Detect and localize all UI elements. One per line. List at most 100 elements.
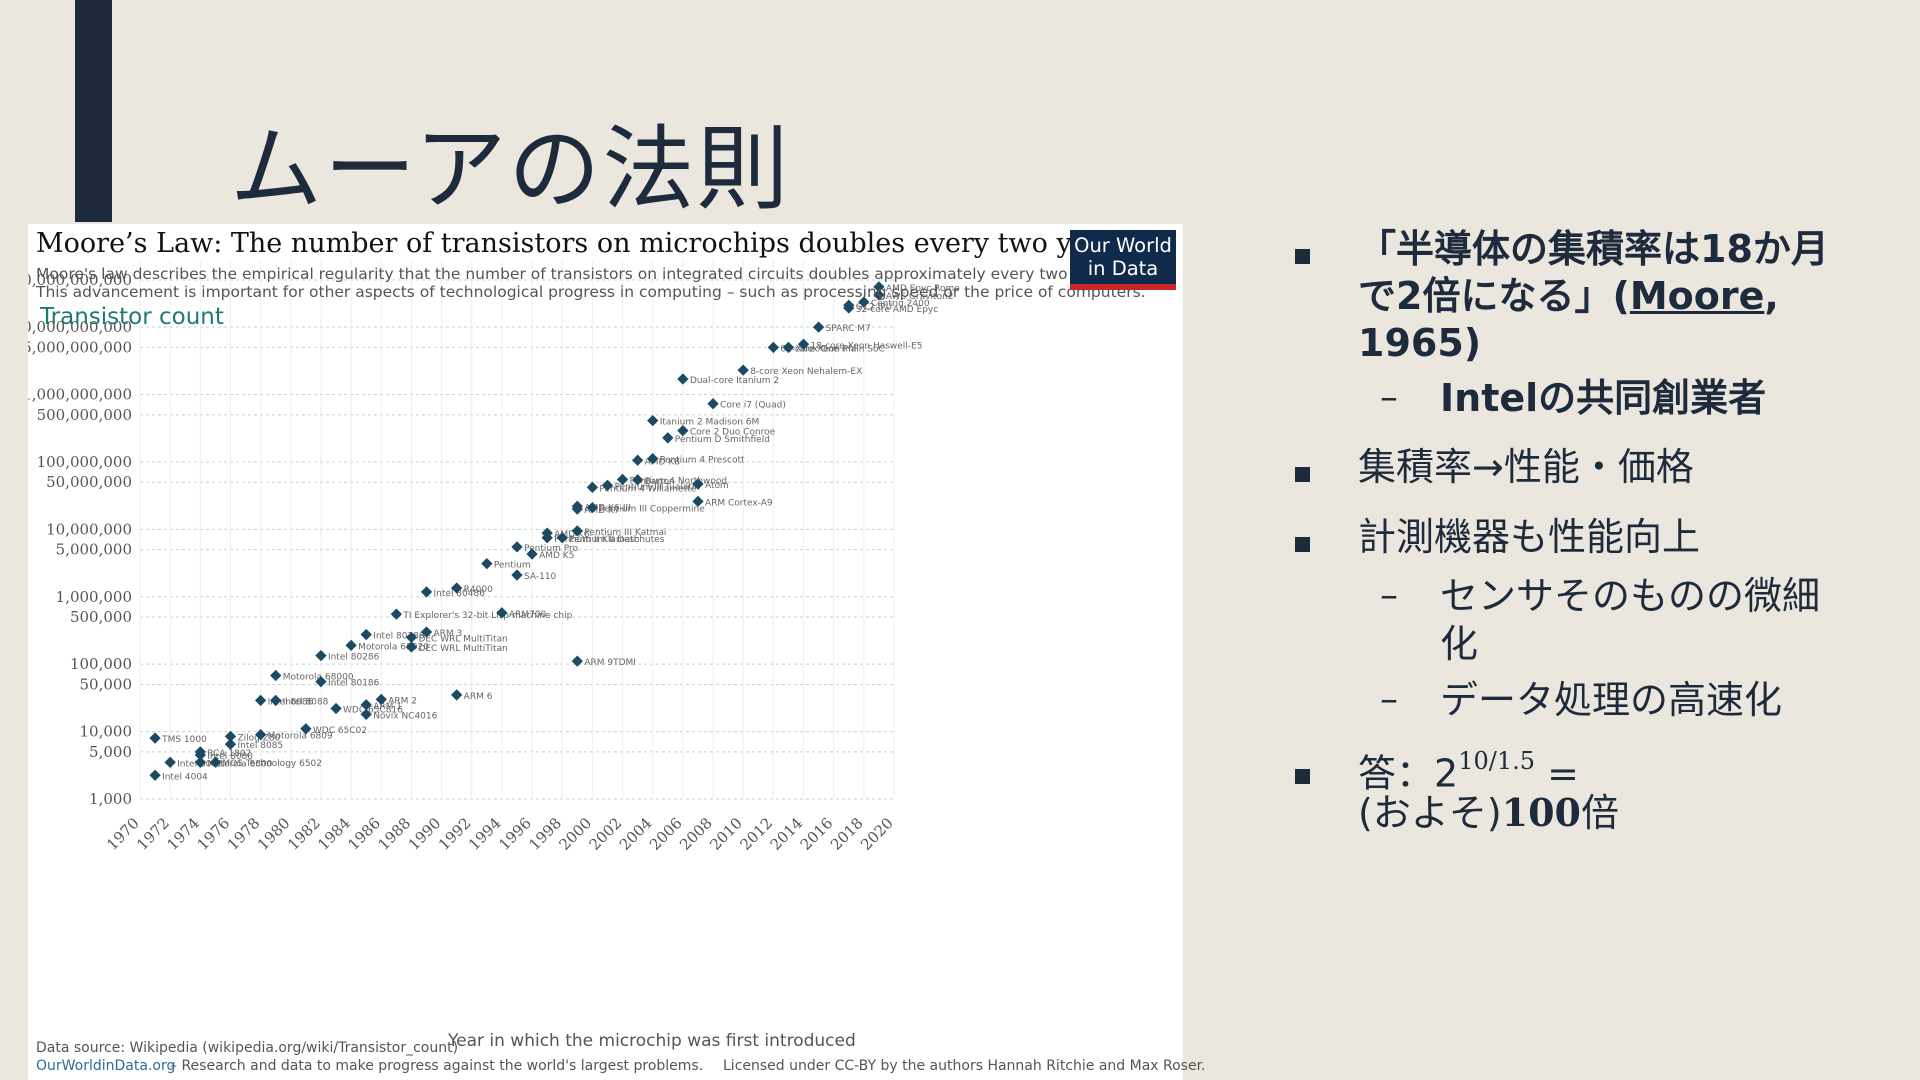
chart-plot-svg: 1,000 5,000 10,000 50,000 100,000 500,000 1,00… bbox=[28, 260, 960, 854]
y-tick-label: 1,000,000,000 bbox=[28, 386, 132, 404]
x-tick-label: 2018 bbox=[827, 814, 867, 854]
data-point bbox=[194, 756, 206, 768]
data-point-label: Pentium III Tualatin bbox=[614, 482, 700, 492]
data-point-label: TMS 1000 bbox=[161, 735, 207, 745]
x-tick-label: 2014 bbox=[767, 814, 807, 854]
data-point-label: Pentium Pro bbox=[524, 544, 578, 554]
y-tick-label: 100,000,000 bbox=[37, 453, 132, 471]
x-tick-label: 2008 bbox=[676, 814, 716, 854]
data-point-label: Xbox One main SoC bbox=[795, 344, 884, 354]
sub-dash-2: – bbox=[1380, 575, 1398, 616]
x-tick-label: 1976 bbox=[194, 814, 234, 854]
x-tick-label: 1996 bbox=[495, 814, 535, 854]
data-point bbox=[149, 769, 161, 781]
y-tick-label: 50,000,000 bbox=[46, 473, 132, 491]
data-point-label: Intel 80486 bbox=[434, 589, 486, 599]
data-point-label: Pentium 4 Prescott bbox=[660, 456, 745, 466]
data-point-label: Pentium 4 Northwood bbox=[630, 476, 728, 486]
data-point bbox=[209, 756, 222, 768]
data-point bbox=[254, 694, 267, 707]
logo-line-2: in Data bbox=[1087, 257, 1159, 280]
x-tick-label: 2010 bbox=[706, 814, 746, 854]
data-point-label: 18-core Xeon Haswell-E5 bbox=[811, 341, 923, 351]
data-point-label: ARM 2 bbox=[388, 696, 417, 706]
data-point-label: Motorola 6809 bbox=[268, 732, 333, 742]
bullet-marker-3 bbox=[1295, 537, 1310, 552]
data-point-label: Intel 4004 bbox=[162, 772, 208, 782]
data-point-label: 32-core AMD Epyc bbox=[856, 305, 938, 315]
data-point bbox=[526, 548, 538, 560]
data-point bbox=[556, 532, 568, 544]
data-point-label: AMD K7 bbox=[584, 506, 619, 516]
data-point-label: AMD K5 bbox=[539, 551, 574, 561]
y-tick-label: 5,000 bbox=[89, 743, 132, 761]
data-point-label: ARM Cortex-A9 bbox=[705, 498, 773, 508]
data-point-label: Atom bbox=[705, 481, 729, 491]
x-tick-label: 1972 bbox=[133, 814, 173, 854]
bullet-4-line-2: (およそ)100倍 bbox=[1358, 790, 1619, 835]
data-point bbox=[631, 474, 644, 486]
data-point-label: Intel 8088 bbox=[283, 697, 329, 707]
x-tick-label: 1978 bbox=[224, 814, 264, 854]
moores-law-chart: 1,000 5,000 10,000 50,000 100,000 500,000 1,00… bbox=[28, 224, 1206, 1080]
bullet-3: 計測機器も性能向上 bbox=[1358, 515, 1701, 559]
data-point bbox=[420, 586, 433, 598]
data-point bbox=[405, 631, 418, 644]
x-tick-label: 1984 bbox=[314, 814, 354, 854]
data-point bbox=[707, 398, 719, 410]
data-point-label: Intel 80386 bbox=[373, 632, 425, 642]
x-tick-label: 1988 bbox=[375, 814, 415, 854]
data-point-label: DEC WRL MultiTitan bbox=[418, 634, 507, 644]
data-point bbox=[481, 557, 493, 570]
data-point-label: ARM700 bbox=[509, 610, 547, 620]
y-tick-label: 500,000 bbox=[70, 608, 132, 626]
chart-title: Moore’s Law: The number of transistors o… bbox=[36, 228, 1131, 259]
data-point bbox=[496, 607, 508, 619]
data-point-label: Novix NC4016 bbox=[373, 711, 437, 721]
chart-subtitle-1: Moore's law describes the empirical regu… bbox=[36, 265, 1121, 283]
data-point bbox=[586, 501, 599, 514]
data-point-label: Pentium III Coppermine bbox=[599, 505, 705, 515]
y-tick-label: 5,000,000 bbox=[56, 541, 132, 559]
data-point-label: Pentium II Klamath bbox=[554, 535, 639, 545]
data-point bbox=[677, 373, 689, 385]
logo-line-1: Our World bbox=[1074, 234, 1172, 257]
data-point bbox=[647, 414, 659, 427]
data-point-label: TI Explorer's 32-bit Lisp machine chip bbox=[402, 611, 572, 621]
data-point bbox=[360, 708, 372, 721]
data-source: Data source: Wikipedia (wikipedia.org/wi… bbox=[36, 1040, 459, 1056]
data-point bbox=[767, 341, 780, 354]
data-point-label: AWS Graviton2 bbox=[886, 292, 954, 302]
data-point bbox=[692, 495, 704, 508]
data-point bbox=[194, 746, 206, 758]
data-point-label: Pentium bbox=[494, 561, 531, 571]
bullet-3-sub-1-line-2: 化 bbox=[1440, 622, 1479, 666]
data-point bbox=[420, 626, 433, 638]
bullet-marker-2 bbox=[1295, 467, 1310, 482]
data-point bbox=[616, 473, 629, 486]
data-point bbox=[345, 639, 357, 652]
data-point-label: RCA 1802 bbox=[207, 749, 251, 759]
owid-tagline: – Research and data to make progress aga… bbox=[170, 1058, 704, 1074]
data-point bbox=[300, 723, 312, 735]
data-point-label: Intel 8085 bbox=[237, 741, 283, 751]
data-point bbox=[571, 655, 583, 667]
data-point bbox=[677, 425, 689, 437]
data-point bbox=[647, 452, 659, 465]
x-tick-label: 2012 bbox=[736, 814, 776, 854]
data-point-label: Motorola 6800 bbox=[207, 759, 272, 769]
x-tick-label: 1998 bbox=[525, 814, 565, 854]
y-tick-label: 1,000,000 bbox=[56, 588, 132, 606]
data-point bbox=[737, 364, 749, 376]
license-text: Licensed under CC-BY by the authors Hann… bbox=[723, 1058, 1206, 1074]
data-point bbox=[405, 641, 418, 653]
x-tick-label: 1990 bbox=[405, 814, 445, 854]
sub-dash-1: – bbox=[1380, 377, 1398, 418]
owid-logo: Our World in Data bbox=[1070, 230, 1176, 290]
x-tick-label: 1980 bbox=[254, 814, 294, 854]
title-accent-bar bbox=[75, 0, 112, 222]
data-point bbox=[254, 729, 267, 741]
owid-link[interactable]: OurWorldinData.org bbox=[36, 1058, 176, 1074]
bullet-3-sub-2: データ処理の高速化 bbox=[1440, 678, 1783, 722]
moore-link[interactable]: Moore bbox=[1629, 274, 1765, 318]
